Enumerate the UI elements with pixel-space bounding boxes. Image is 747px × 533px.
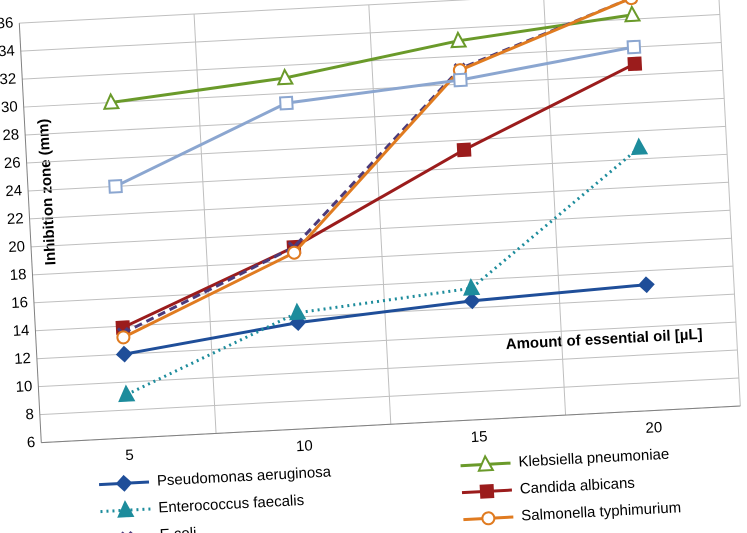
- data-point: [118, 384, 136, 403]
- x-tick-label: 15: [470, 428, 488, 446]
- y-tick-label: 32: [0, 70, 17, 88]
- y-tick-label: 6: [26, 434, 35, 451]
- x-axis-label: Amount of essential oil [µL]: [505, 326, 703, 353]
- legend-label: Salmonella typhimurium: [521, 499, 682, 524]
- y-tick-label: 24: [5, 182, 23, 200]
- data-point: [453, 72, 468, 88]
- legend-label: Pseudomonas aeruginosa: [157, 463, 333, 489]
- series-line: [122, 62, 636, 329]
- data-point: [456, 142, 472, 158]
- data-point: [287, 245, 302, 260]
- data-point: [626, 39, 642, 55]
- vertical-grid-line: [368, 4, 392, 425]
- data-point: [627, 56, 643, 72]
- legend-marker: [117, 500, 135, 518]
- data-point: [276, 67, 295, 86]
- data-point: [102, 92, 121, 110]
- legend-label: Enterococcus faecalis: [158, 492, 305, 517]
- legend: Pseudomonas aeruginosa Klebsiella pneumon…: [98, 446, 682, 533]
- x-tick-label: 10: [296, 437, 314, 455]
- y-axis-label: Inhibition zone (mm): [35, 118, 60, 265]
- legend-marker: [477, 454, 495, 472]
- data-point: [289, 302, 307, 321]
- legend-label: Klebsiella pneumoniae: [518, 446, 670, 471]
- y-tick-label: 12: [14, 350, 32, 368]
- data-point: [116, 330, 131, 345]
- y-tick-label: 34: [0, 42, 15, 60]
- legend-marker: [479, 483, 495, 499]
- data-point: [450, 30, 468, 49]
- y-tick-label: 26: [4, 154, 22, 172]
- data-point: [463, 292, 481, 310]
- legend-marker: [115, 474, 133, 492]
- plot-layer: 6 8 10 12 14 16 18 20 22 24 26 28 30 32 34 36 5 10 15 20: [0, 0, 741, 464]
- y-tick-label: 28: [2, 126, 20, 144]
- data-point: [463, 278, 481, 296]
- x-tick-label: 5: [125, 447, 134, 464]
- data-point: [624, 0, 639, 6]
- y-tick-label: 18: [9, 266, 27, 284]
- data-point: [623, 4, 642, 23]
- series-line: [110, 13, 633, 104]
- x-tick-label: 20: [645, 419, 663, 437]
- series-line: [122, 0, 632, 339]
- y-tick-label: 16: [11, 294, 29, 312]
- y-tick-label: 30: [1, 98, 19, 116]
- vertical-grid-line: [717, 0, 741, 406]
- data-point: [278, 95, 294, 111]
- legend-marker: [481, 511, 496, 526]
- vertical-grid-line: [543, 0, 567, 416]
- y-tick-label: 14: [12, 322, 30, 340]
- data-point: [115, 345, 133, 363]
- series-line: [124, 283, 647, 356]
- y-axis: [18, 23, 42, 443]
- data-point: [637, 276, 655, 294]
- y-tick-label: 36: [0, 14, 14, 32]
- series-line: [125, 146, 641, 397]
- data-point: [108, 179, 123, 194]
- y-tick-label: 10: [15, 378, 33, 396]
- vertical-grid-line: [193, 13, 217, 434]
- y-tick-label: 22: [6, 210, 24, 228]
- data-point: [630, 137, 649, 156]
- legend-label: Candida albicans: [519, 475, 635, 498]
- y-tick-label: 20: [8, 238, 26, 256]
- series-line: [114, 45, 635, 188]
- y-tick-label: 8: [25, 406, 34, 423]
- legend-label: E.coli: [159, 525, 197, 533]
- x-axis: [41, 405, 741, 444]
